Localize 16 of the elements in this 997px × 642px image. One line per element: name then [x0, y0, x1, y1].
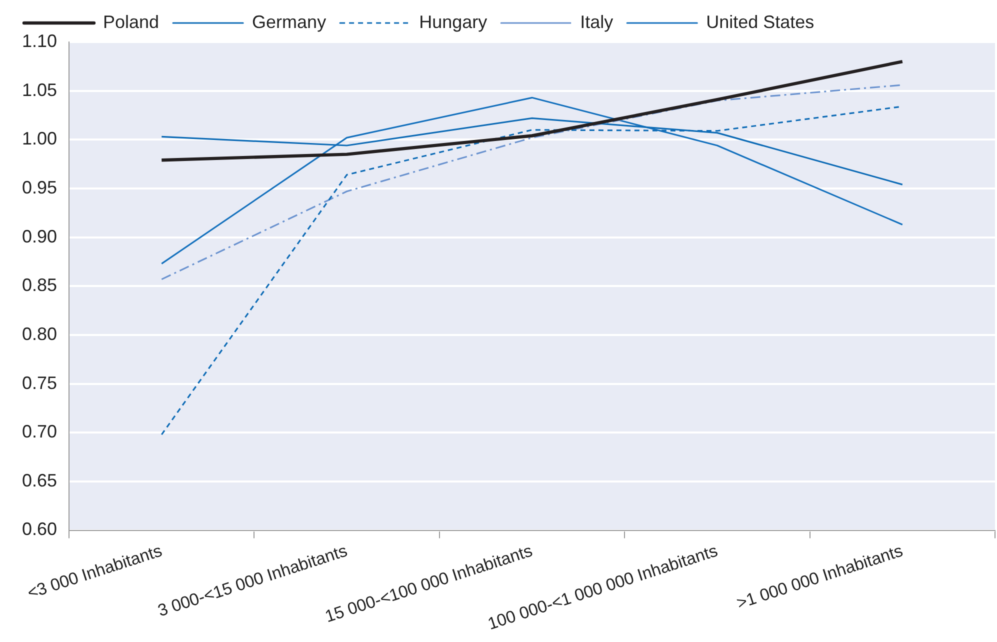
legend-label: Germany	[252, 12, 326, 32]
y-tick-label: 0.70	[22, 422, 58, 442]
y-tick-label: 0.80	[22, 324, 58, 344]
y-tick-label: 0.85	[22, 275, 58, 296]
y-tick-label: 0.75	[22, 372, 58, 393]
y-tick-label: 1.00	[22, 128, 58, 149]
y-tick-label: 0.65	[22, 470, 58, 490]
y-tick-label: 0.90	[22, 226, 58, 246]
legend-label: Hungary	[419, 12, 488, 32]
y-tick-label: 1.05	[22, 80, 58, 100]
y-tick-label: 1.10	[22, 30, 58, 51]
y-tick-label: 0.60	[22, 519, 58, 540]
legend-label: Italy	[580, 12, 614, 32]
y-tick-label: 0.95	[22, 177, 58, 198]
legend-label: Poland	[103, 12, 160, 32]
legend-label: United States	[706, 12, 814, 32]
